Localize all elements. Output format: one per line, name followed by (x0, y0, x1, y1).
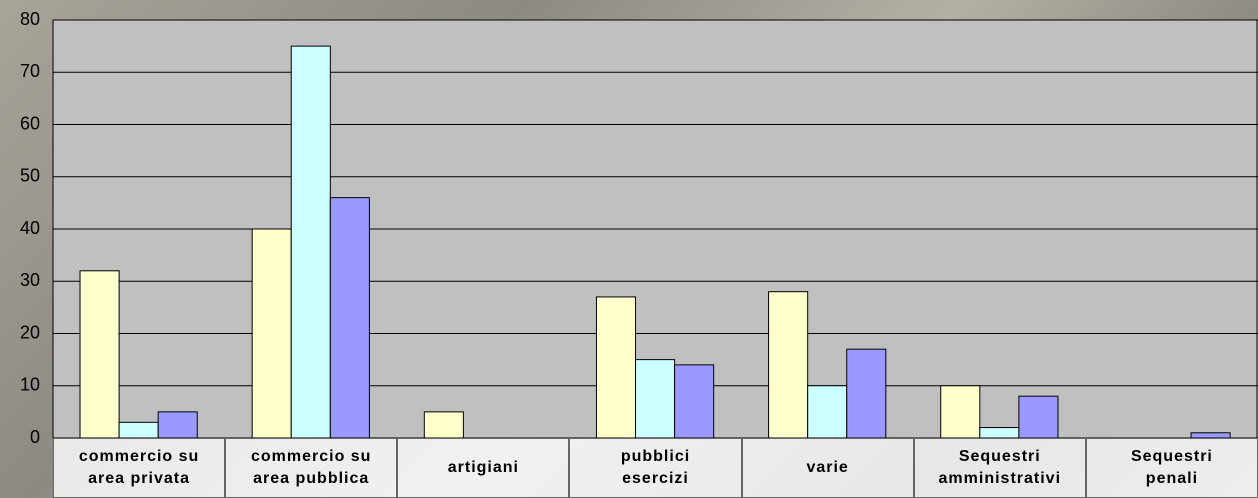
bar (807, 385, 848, 439)
y-tick-label: 50 (20, 166, 40, 186)
y-tick-label: 60 (20, 113, 40, 133)
y-tick-label: 0 (30, 427, 40, 447)
bar (846, 348, 887, 439)
y-tick-label: 10 (20, 375, 40, 395)
bar (940, 385, 981, 439)
bar (79, 270, 120, 439)
x-tick-label: Sequestri penali (1085, 438, 1258, 498)
bar (768, 291, 809, 439)
bar (674, 364, 715, 439)
bar (423, 411, 464, 439)
y-tick-label: 80 (20, 9, 40, 29)
y-tick-label: 20 (20, 322, 40, 342)
x-tick-label: varie (741, 438, 914, 498)
x-tick-label: commercio su area privata (53, 438, 226, 498)
bar (979, 427, 1020, 439)
y-tick-label: 40 (20, 218, 40, 238)
x-tick-label: commercio su area pubblica (225, 438, 398, 498)
y-tick-label: 70 (20, 61, 40, 81)
bar (118, 421, 159, 439)
bar (1018, 395, 1059, 439)
y-tick-label: 30 (20, 270, 40, 290)
bar (157, 411, 198, 439)
bar (290, 45, 331, 439)
bar (635, 359, 676, 439)
bar (595, 296, 637, 439)
bar (329, 197, 370, 439)
x-tick-label: artigiani (397, 438, 570, 498)
x-tick-label: Sequestri amministrativi (913, 438, 1086, 498)
x-tick-label: pubblici esercizi (569, 438, 742, 498)
bar (251, 228, 292, 439)
